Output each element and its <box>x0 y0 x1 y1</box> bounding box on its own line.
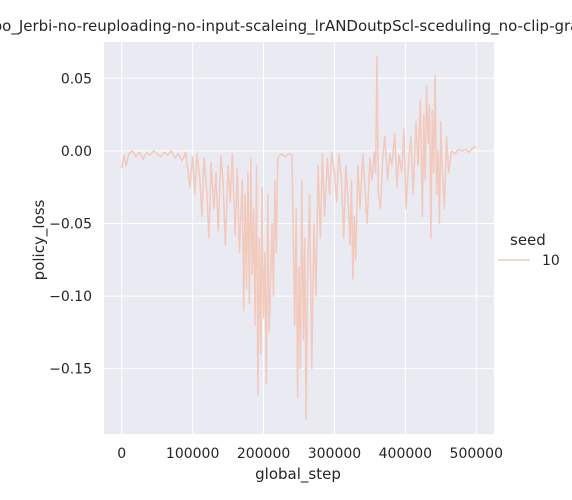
x-tick-label: 200000 <box>237 446 290 462</box>
x-tick-label: 400000 <box>379 446 432 462</box>
legend: seed 10 <box>498 231 560 269</box>
tick-labels: 0 100000 200000 300000 400000 500000 −0.15 −0.1… <box>49 71 503 462</box>
legend-label-10: 10 <box>542 253 560 269</box>
chart-title: po_Jerbi-no-reuploading-no-input-scalein… <box>0 17 572 36</box>
y-tick-label: 0.00 <box>61 144 92 160</box>
series-layer <box>120 55 477 421</box>
grid-lines <box>104 42 494 434</box>
x-axis-label: global_step <box>255 465 341 484</box>
y-tick-label: 0.05 <box>61 71 92 87</box>
series-line-10 <box>120 55 477 421</box>
y-axis-label: policy_loss <box>30 200 49 281</box>
legend-title: seed <box>510 231 546 249</box>
x-tick-label: 300000 <box>308 446 361 462</box>
x-tick-label: 100000 <box>166 446 219 462</box>
y-tick-label: −0.15 <box>49 362 92 378</box>
y-tick-label: −0.10 <box>49 289 92 305</box>
y-tick-label: −0.05 <box>49 216 92 232</box>
x-tick-label: 500000 <box>450 446 503 462</box>
x-tick-label: 0 <box>117 446 126 462</box>
